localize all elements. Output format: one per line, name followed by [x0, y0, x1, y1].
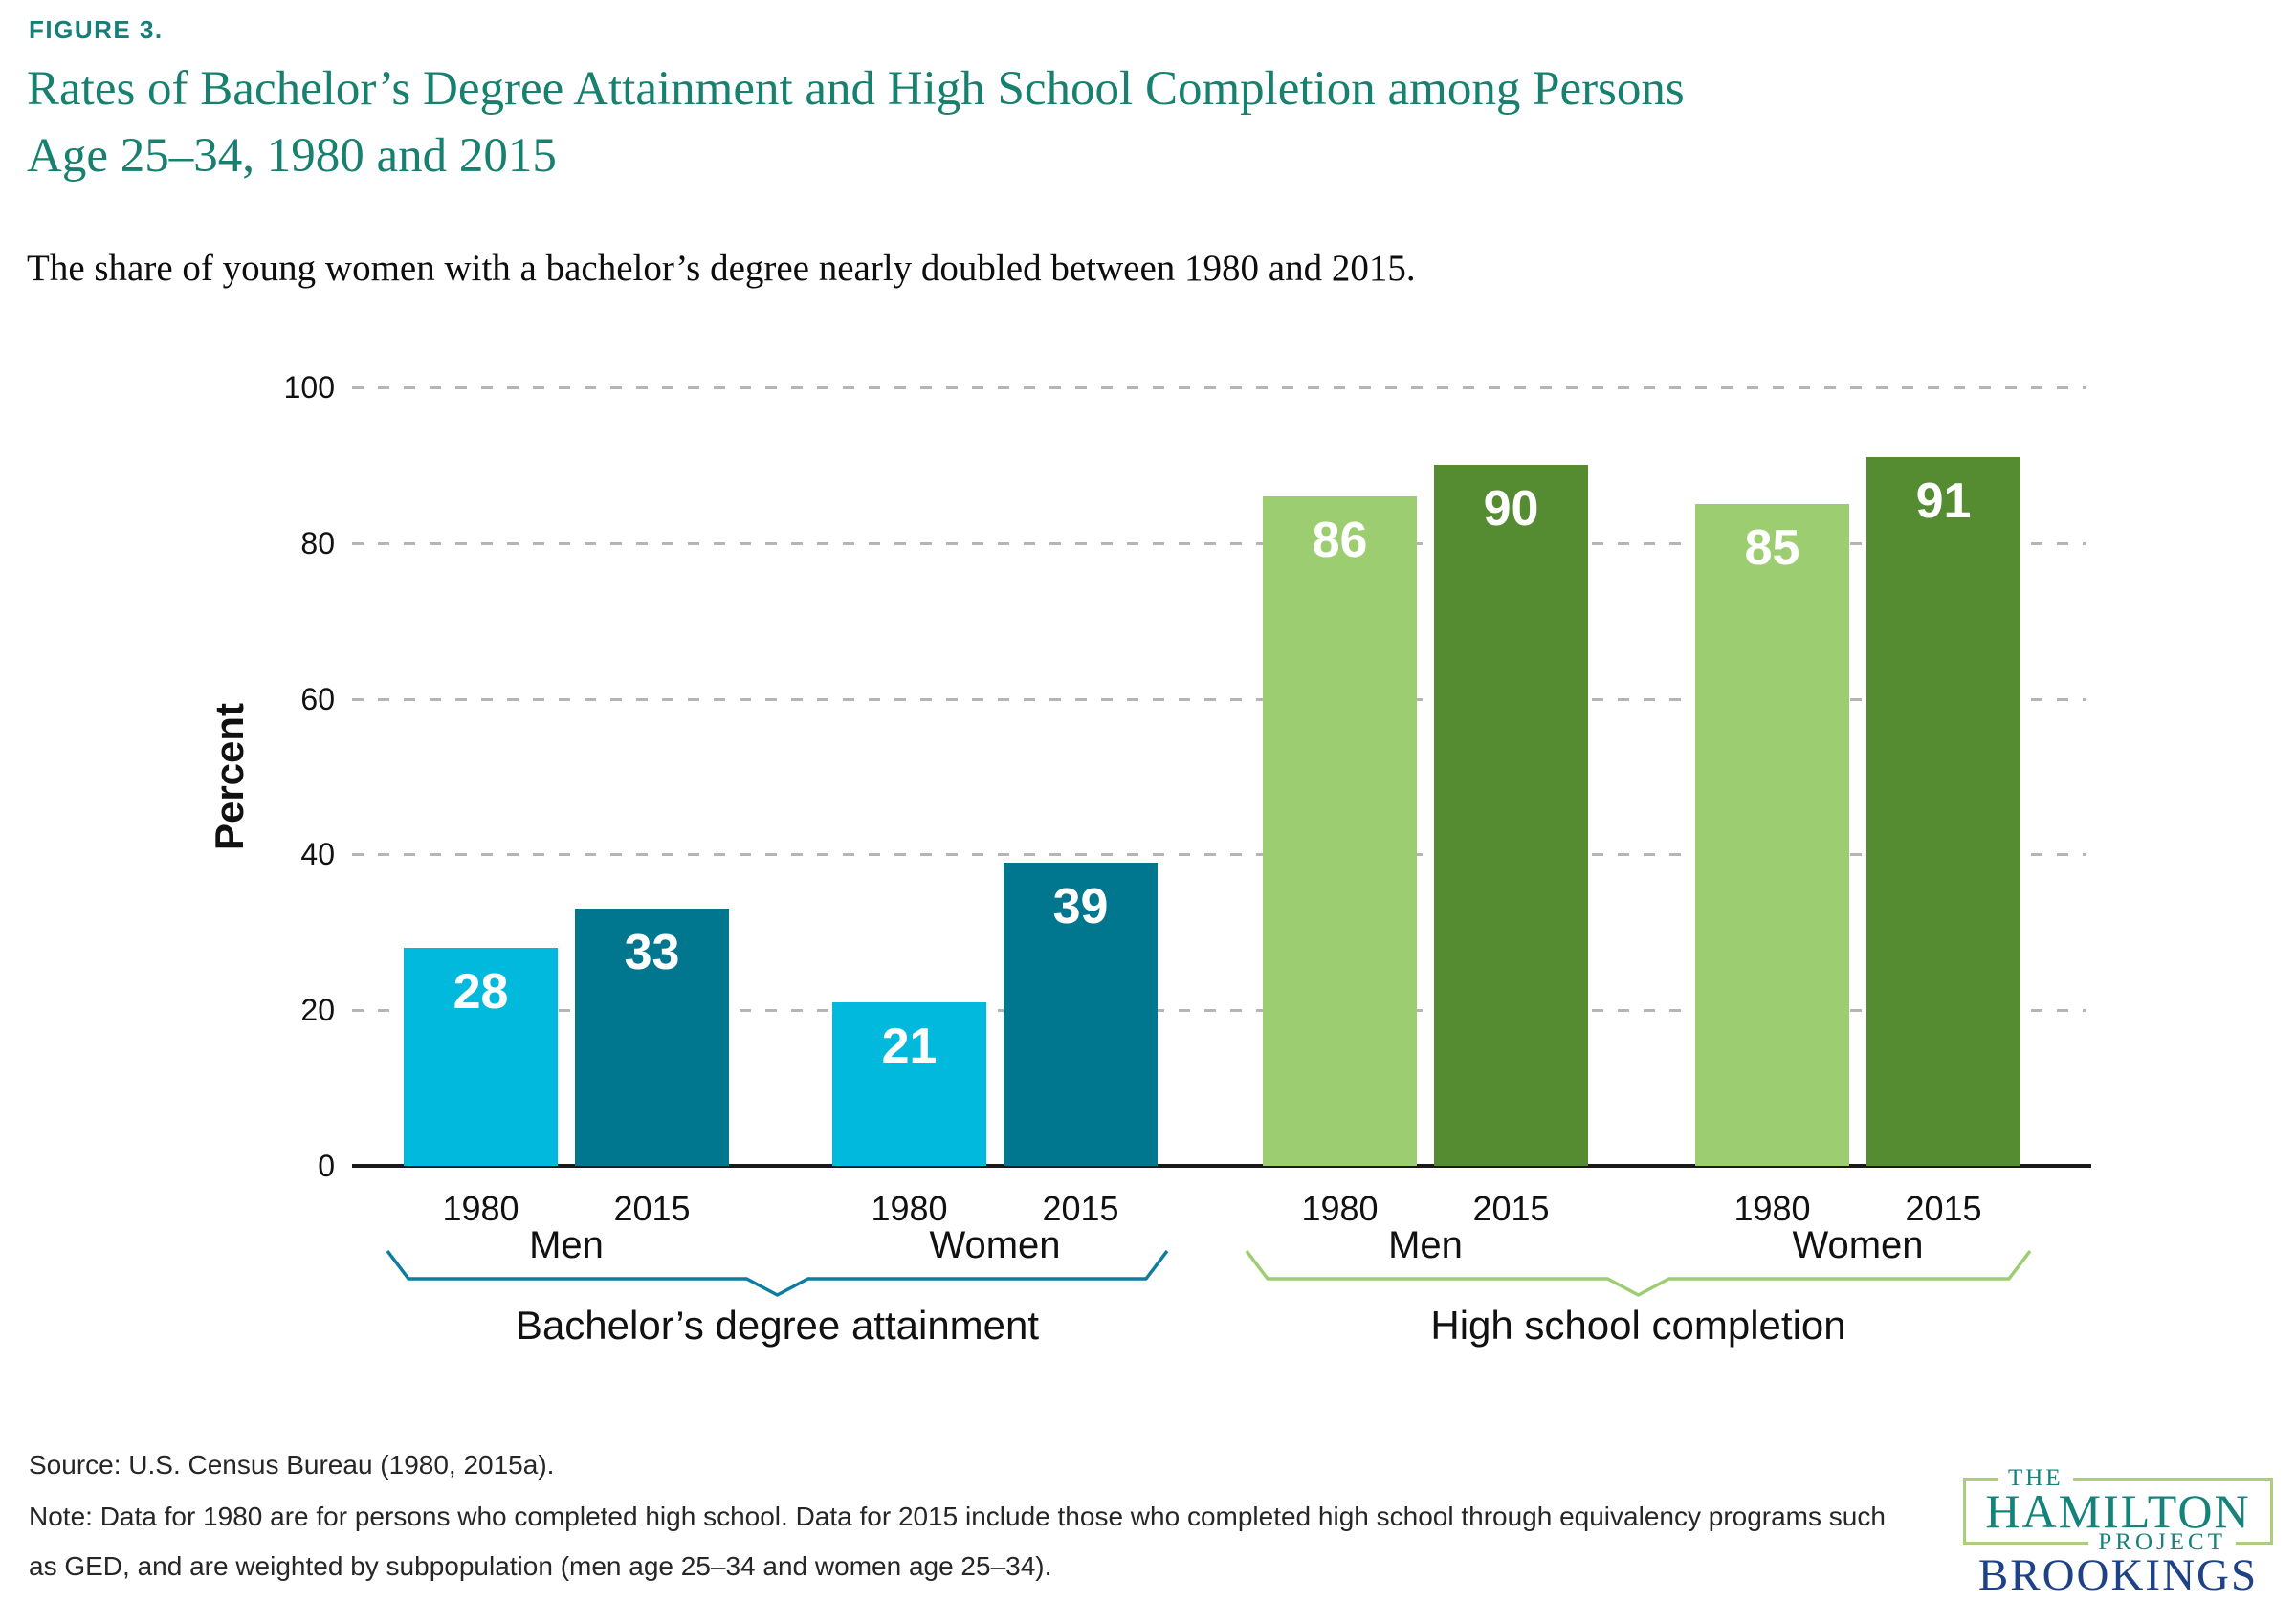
- x-tick-label-1980: 1980: [1733, 1189, 1811, 1228]
- figure-3-bar-chart: Percent 0 20 40 60 80 100 28 1980 33 2015 Men 21 198…: [207, 370, 2091, 1348]
- x-tick-label-1980: 1980: [442, 1189, 519, 1228]
- footnote-line-1: Note: Data for 1980 are for persons who …: [29, 1502, 1886, 1531]
- footnote-line-2: as GED, and are weighted by subpopulatio…: [29, 1551, 1052, 1581]
- bar-value-label: 33: [624, 925, 680, 980]
- x-tick-label-2015: 2015: [1905, 1189, 1982, 1228]
- bar-value-label: 91: [1915, 473, 1972, 529]
- group-label-women: Women: [1792, 1224, 1924, 1266]
- gridline-80: [352, 541, 2086, 545]
- brace-layer: [386, 1249, 2032, 1297]
- section-brace-1: [1245, 1249, 2032, 1297]
- chart-title: Rates of Bachelor’s Degree Attainment an…: [27, 55, 1685, 189]
- group-label-women: Women: [929, 1224, 1061, 1266]
- chart-title-line-2: Age 25–34, 1980 and 2015: [27, 129, 557, 183]
- bar-high-school-completion-men-1980: [1263, 496, 1417, 1166]
- section-caption-1: High school completion: [1430, 1303, 1846, 1348]
- hamilton-project-logo: THE HAMILTON PROJECT: [1963, 1465, 2273, 1556]
- x-tick-label-1980: 1980: [1301, 1189, 1379, 1228]
- x-tick-label-2015: 2015: [1042, 1189, 1119, 1228]
- bar-value-label: 28: [453, 964, 509, 1020]
- hamilton-logo-the: THE: [1998, 1465, 2073, 1492]
- x-axis-line: [352, 1164, 2091, 1168]
- bar-bachelor-s-degree-attainment-men-2015: [575, 909, 729, 1166]
- bar-value-label: 39: [1052, 879, 1109, 934]
- y-tick-label-40: 40: [300, 837, 335, 872]
- x-tick-label-1980: 1980: [871, 1189, 948, 1228]
- section-caption-0: Bachelor’s degree attainment: [515, 1303, 1040, 1348]
- bar-value-label: 86: [1312, 513, 1368, 568]
- y-tick-label-60: 60: [300, 681, 335, 716]
- chart-standfirst: The share of young women with a bachelor…: [27, 248, 1416, 289]
- group-label-men: Men: [529, 1224, 604, 1266]
- gridline-40: [352, 853, 2086, 857]
- group-label-men: Men: [1388, 1224, 1463, 1266]
- hamilton-logo-wordmark: HAMILTON: [1985, 1484, 2251, 1538]
- figure-label: FIGURE 3.: [29, 15, 164, 44]
- chart-title-line-1: Rates of Bachelor’s Degree Attainment an…: [27, 62, 1685, 116]
- section-brace-0: [386, 1249, 1169, 1297]
- y-tick-label-0: 0: [318, 1149, 335, 1183]
- gridline-60: [352, 697, 2086, 701]
- brookings-wordmark: BROOKINGS: [1977, 1550, 2259, 1600]
- bar-high-school-completion-men-2015: [1434, 465, 1588, 1166]
- x-tick-label-2015: 2015: [1472, 1189, 1550, 1228]
- gridline-100: [352, 386, 2086, 389]
- y-tick-label-100: 100: [283, 370, 335, 405]
- source-note: Source: U.S. Census Bureau (1980, 2015a)…: [29, 1450, 555, 1480]
- bar-value-label: 21: [881, 1019, 938, 1074]
- bar-bachelor-s-degree-attainment-women-1980: [832, 1002, 986, 1166]
- bar-value-label: 85: [1744, 520, 1800, 576]
- bar-high-school-completion-women-2015: [1866, 457, 2020, 1166]
- hamilton-logo-project: PROJECT: [2088, 1529, 2236, 1556]
- bar-bachelor-s-degree-attainment-women-2015: [1004, 863, 1158, 1166]
- gridline-20: [352, 1009, 2086, 1013]
- bar-bachelor-s-degree-attainment-men-1980: [404, 948, 558, 1166]
- bar-value-label: 90: [1483, 481, 1539, 537]
- y-axis-label: Percent: [207, 702, 252, 851]
- x-tick-label-2015: 2015: [613, 1189, 691, 1228]
- bar-high-school-completion-women-1980: [1695, 504, 1849, 1166]
- y-tick-label-20: 20: [300, 993, 335, 1028]
- y-tick-label-80: 80: [300, 525, 335, 560]
